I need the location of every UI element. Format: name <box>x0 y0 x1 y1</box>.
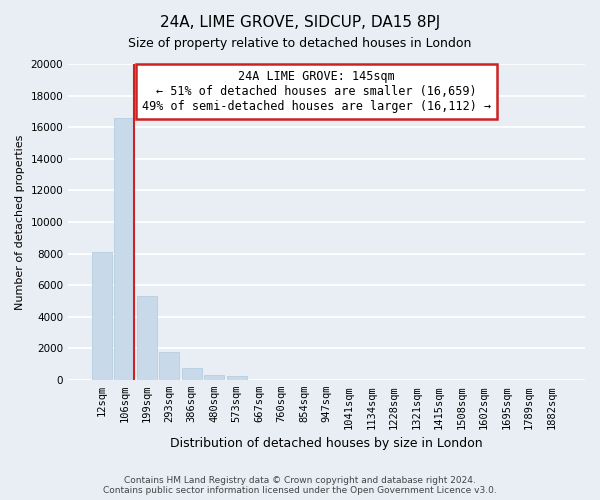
Bar <box>137 296 157 380</box>
Bar <box>114 118 134 380</box>
Text: 24A LIME GROVE: 145sqm
← 51% of detached houses are smaller (16,659)
49% of semi: 24A LIME GROVE: 145sqm ← 51% of detached… <box>142 70 491 114</box>
Bar <box>159 352 179 380</box>
X-axis label: Distribution of detached houses by size in London: Distribution of detached houses by size … <box>170 437 483 450</box>
Text: 24A, LIME GROVE, SIDCUP, DA15 8PJ: 24A, LIME GROVE, SIDCUP, DA15 8PJ <box>160 15 440 30</box>
Text: Contains HM Land Registry data © Crown copyright and database right 2024.
Contai: Contains HM Land Registry data © Crown c… <box>103 476 497 495</box>
Bar <box>204 376 224 380</box>
Bar <box>92 252 112 380</box>
Bar <box>227 376 247 380</box>
Text: Size of property relative to detached houses in London: Size of property relative to detached ho… <box>128 38 472 51</box>
Y-axis label: Number of detached properties: Number of detached properties <box>15 134 25 310</box>
Bar <box>182 368 202 380</box>
